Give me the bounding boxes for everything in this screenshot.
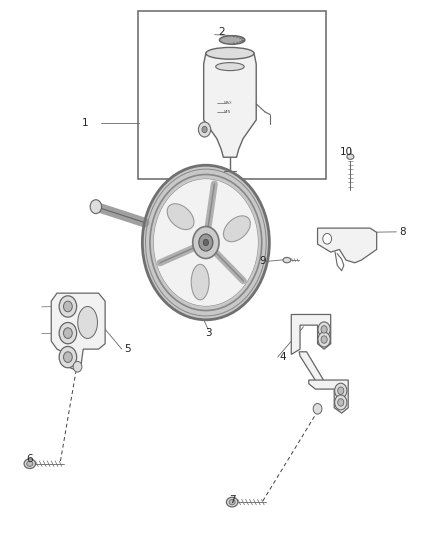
Ellipse shape	[78, 306, 97, 338]
Ellipse shape	[219, 36, 245, 44]
Circle shape	[193, 227, 219, 259]
Circle shape	[90, 200, 102, 214]
Circle shape	[321, 336, 327, 343]
Polygon shape	[309, 380, 348, 413]
Circle shape	[198, 122, 211, 137]
Circle shape	[338, 387, 344, 394]
Text: 6: 6	[26, 455, 33, 464]
Polygon shape	[318, 228, 377, 263]
Circle shape	[323, 233, 332, 244]
Ellipse shape	[167, 204, 194, 230]
Ellipse shape	[226, 497, 238, 507]
Circle shape	[142, 165, 269, 320]
Ellipse shape	[215, 63, 244, 70]
Text: MAX: MAX	[223, 101, 232, 105]
Circle shape	[73, 361, 82, 372]
Circle shape	[64, 301, 72, 312]
Circle shape	[199, 234, 213, 251]
Ellipse shape	[283, 257, 291, 263]
Circle shape	[59, 322, 77, 344]
Circle shape	[335, 395, 347, 410]
Circle shape	[203, 239, 208, 246]
Text: 3: 3	[205, 328, 212, 338]
Circle shape	[321, 326, 327, 333]
Polygon shape	[291, 314, 331, 354]
Text: 5: 5	[124, 344, 131, 354]
Text: 4: 4	[279, 352, 286, 362]
Text: 7: 7	[229, 495, 236, 505]
Text: 8: 8	[399, 227, 406, 237]
Circle shape	[64, 352, 72, 362]
Circle shape	[202, 126, 207, 133]
Circle shape	[59, 296, 77, 317]
Polygon shape	[299, 352, 324, 384]
Text: 2: 2	[218, 27, 225, 37]
Circle shape	[318, 322, 330, 337]
Circle shape	[313, 403, 322, 414]
Ellipse shape	[223, 216, 250, 241]
Circle shape	[64, 328, 72, 338]
Text: 10: 10	[339, 147, 353, 157]
Ellipse shape	[229, 499, 235, 505]
Text: MIN: MIN	[224, 110, 231, 114]
Polygon shape	[51, 293, 105, 370]
Ellipse shape	[27, 461, 33, 466]
Circle shape	[59, 346, 77, 368]
Ellipse shape	[24, 459, 35, 469]
Circle shape	[338, 399, 344, 406]
Text: 1: 1	[82, 118, 89, 127]
Bar	[138, 11, 326, 179]
Circle shape	[318, 332, 330, 347]
Ellipse shape	[191, 264, 209, 300]
Text: 9: 9	[259, 256, 266, 266]
Circle shape	[154, 179, 258, 306]
Ellipse shape	[206, 47, 254, 59]
Polygon shape	[204, 53, 256, 157]
Ellipse shape	[347, 154, 354, 159]
Circle shape	[335, 383, 347, 398]
